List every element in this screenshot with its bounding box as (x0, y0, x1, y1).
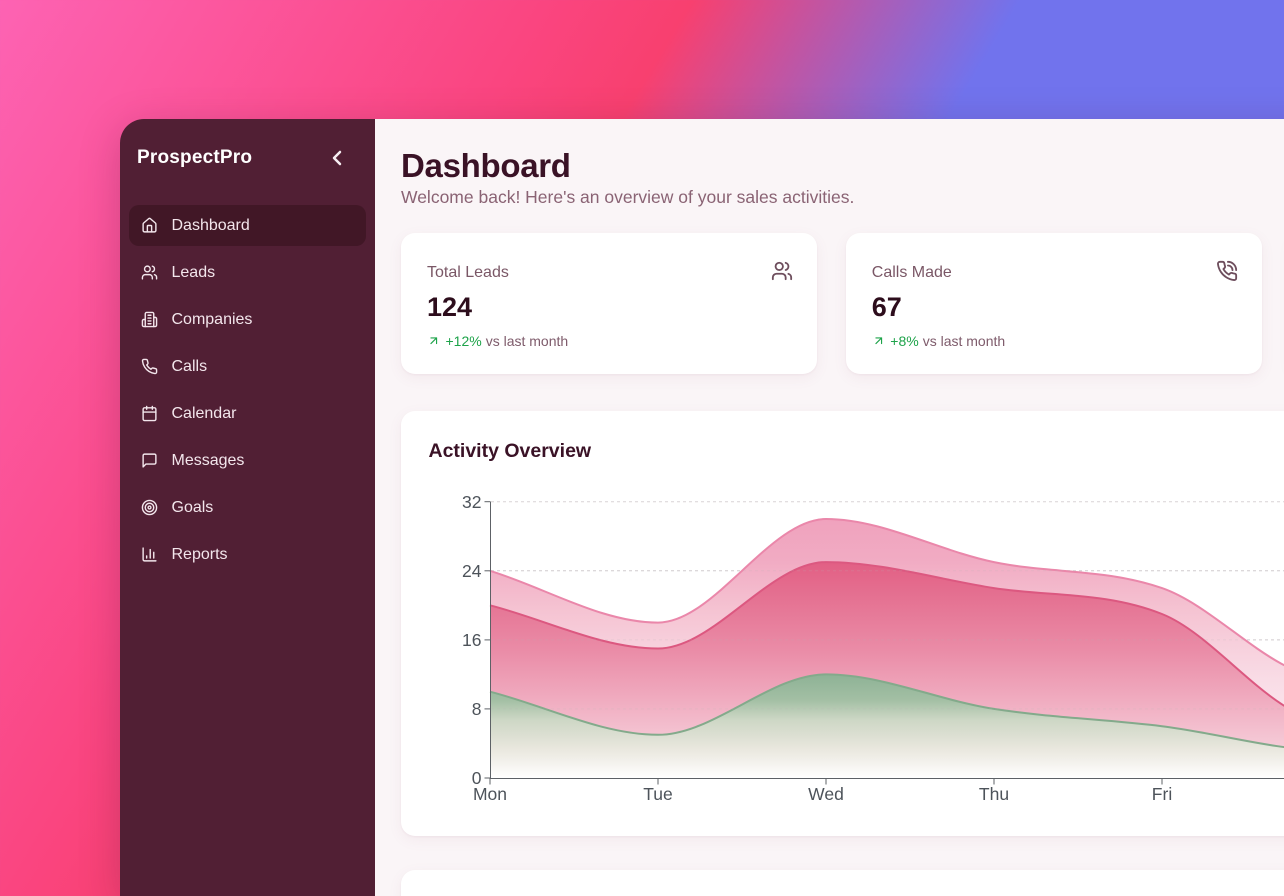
svg-text:Fri: Fri (1152, 784, 1172, 804)
svg-text:32: 32 (462, 492, 481, 512)
svg-text:Mon: Mon (473, 784, 507, 804)
svg-text:24: 24 (462, 561, 482, 581)
svg-text:Tue: Tue (643, 784, 673, 804)
svg-text:8: 8 (472, 699, 482, 719)
svg-text:0: 0 (472, 768, 482, 788)
svg-text:Wed: Wed (808, 784, 844, 804)
svg-text:16: 16 (462, 630, 481, 650)
svg-text:Thu: Thu (979, 784, 1009, 804)
